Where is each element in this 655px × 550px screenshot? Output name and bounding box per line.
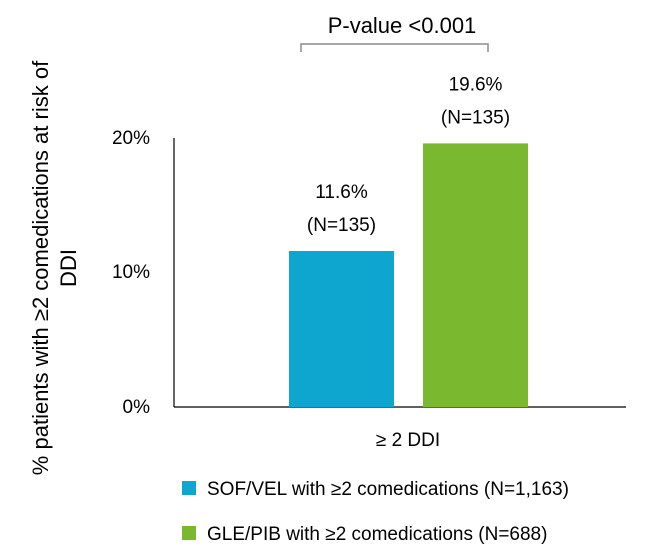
y-axis-title-line2: DDI xyxy=(56,249,81,287)
bar-sof-vel xyxy=(289,250,394,407)
bar-gle-pib-n-label: (N=135) xyxy=(441,107,510,128)
bar-sof-vel-value-label: 11.6% xyxy=(315,182,368,203)
y-axis-title-line1: % patients with ≥2 comedications at risk… xyxy=(28,60,53,475)
legend-label-gle-pib: GLE/PIB with ≥2 comedications (N=688) xyxy=(207,524,547,545)
bar-gle-pib xyxy=(423,143,528,407)
legend-swatch-gle-pib xyxy=(182,526,196,540)
chart-title: P-value <0.001 xyxy=(328,13,477,38)
legend-label-sof-vel: SOF/VEL with ≥2 comedications (N=1,163) xyxy=(207,479,569,500)
significance-bracket xyxy=(300,43,489,52)
x-category-label: ≥ 2 DDI xyxy=(376,430,440,451)
legend-swatch-sof-vel xyxy=(182,481,196,495)
y-tick-label-10: 10% xyxy=(112,262,150,283)
bar-sof-vel-n-label: (N=135) xyxy=(307,215,376,236)
y-tick-label-0: 0% xyxy=(123,397,151,418)
bar-gle-pib-value-label: 19.6% xyxy=(449,74,503,95)
y-tick-label-20: 20% xyxy=(112,128,150,149)
